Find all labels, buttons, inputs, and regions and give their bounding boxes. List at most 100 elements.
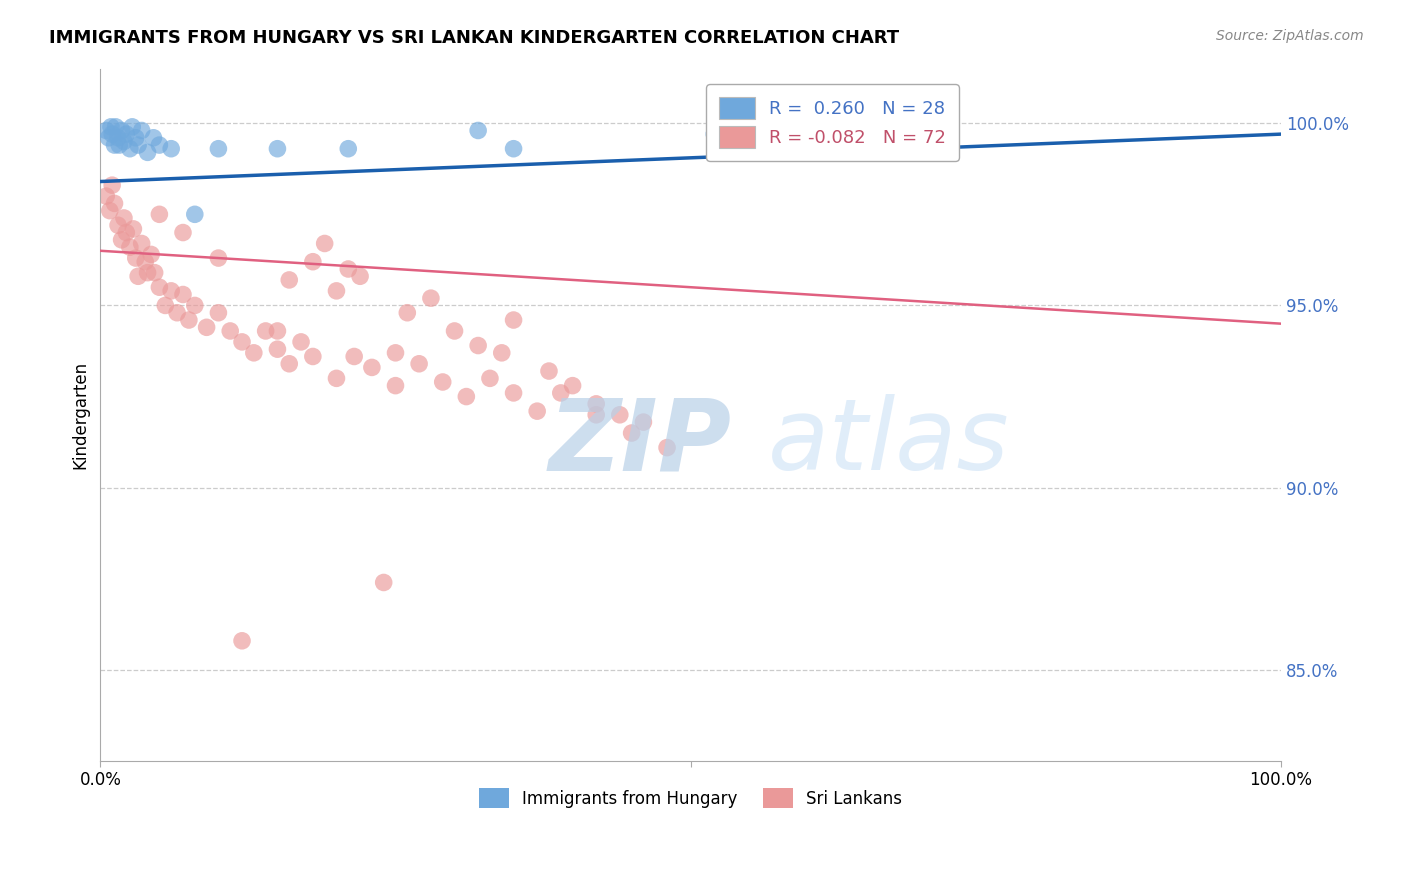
- Point: [243, 346, 266, 360]
- Point: [103, 196, 125, 211]
- Point: [337, 262, 360, 277]
- Point: [125, 130, 148, 145]
- Point: [131, 123, 153, 137]
- Point: [108, 138, 131, 153]
- Point: [101, 178, 124, 193]
- Point: [136, 266, 159, 280]
- Point: [143, 266, 166, 280]
- Point: [443, 324, 465, 338]
- Point: [160, 142, 183, 156]
- Point: [278, 273, 301, 287]
- Point: [110, 123, 132, 137]
- Point: [384, 378, 406, 392]
- Point: [100, 120, 122, 134]
- Point: [115, 226, 138, 240]
- Point: [148, 207, 170, 221]
- Point: [467, 338, 489, 352]
- Point: [231, 633, 253, 648]
- Text: IMMIGRANTS FROM HUNGARY VS SRI LANKAN KINDERGARTEN CORRELATION CHART: IMMIGRANTS FROM HUNGARY VS SRI LANKAN KI…: [49, 29, 900, 46]
- Point: [343, 350, 366, 364]
- Point: [112, 211, 135, 225]
- Point: [373, 575, 395, 590]
- Point: [98, 203, 121, 218]
- Text: ZIP: ZIP: [548, 394, 733, 491]
- Y-axis label: Kindergarten: Kindergarten: [72, 360, 89, 469]
- Point: [537, 364, 560, 378]
- Point: [115, 127, 138, 141]
- Point: [561, 378, 583, 392]
- Point: [408, 357, 430, 371]
- Point: [231, 334, 253, 349]
- Point: [207, 251, 229, 265]
- Point: [609, 408, 631, 422]
- Point: [139, 247, 162, 261]
- Point: [325, 284, 347, 298]
- Point: [110, 233, 132, 247]
- Point: [96, 123, 118, 137]
- Point: [502, 142, 524, 156]
- Point: [166, 306, 188, 320]
- Point: [314, 236, 336, 251]
- Point: [502, 386, 524, 401]
- Point: [254, 324, 277, 338]
- Point: [278, 357, 301, 371]
- Point: [207, 142, 229, 156]
- Point: [337, 142, 360, 156]
- Text: Source: ZipAtlas.com: Source: ZipAtlas.com: [1216, 29, 1364, 43]
- Point: [585, 408, 607, 422]
- Point: [97, 130, 120, 145]
- Point: [550, 386, 572, 401]
- Legend: Immigrants from Hungary, Sri Lankans: Immigrants from Hungary, Sri Lankans: [472, 781, 908, 815]
- Point: [266, 324, 288, 338]
- Point: [396, 306, 419, 320]
- Point: [184, 298, 207, 312]
- Point: [172, 287, 194, 301]
- Point: [349, 269, 371, 284]
- Point: [302, 350, 325, 364]
- Point: [142, 130, 165, 145]
- Point: [432, 375, 454, 389]
- Point: [177, 313, 200, 327]
- Point: [266, 142, 288, 156]
- Point: [184, 207, 207, 221]
- Point: [219, 324, 242, 338]
- Point: [107, 219, 129, 233]
- Point: [101, 127, 124, 141]
- Point: [467, 123, 489, 137]
- Point: [118, 142, 141, 156]
- Point: [302, 254, 325, 268]
- Point: [104, 120, 127, 134]
- Point: [172, 226, 194, 240]
- Point: [160, 284, 183, 298]
- Point: [127, 269, 149, 284]
- Point: [131, 236, 153, 251]
- Point: [491, 346, 513, 360]
- Point: [107, 130, 129, 145]
- Point: [195, 320, 218, 334]
- Point: [121, 120, 143, 134]
- Point: [633, 415, 655, 429]
- Point: [112, 135, 135, 149]
- Point: [134, 254, 156, 268]
- Point: [419, 291, 441, 305]
- Point: [856, 123, 879, 137]
- Point: [96, 189, 118, 203]
- Point: [361, 360, 384, 375]
- Point: [502, 313, 524, 327]
- Point: [127, 138, 149, 153]
- Point: [585, 397, 607, 411]
- Point: [148, 280, 170, 294]
- Point: [155, 298, 177, 312]
- Point: [290, 334, 312, 349]
- Point: [526, 404, 548, 418]
- Point: [703, 127, 725, 141]
- Point: [207, 306, 229, 320]
- Point: [620, 425, 643, 440]
- Point: [122, 222, 145, 236]
- Point: [103, 138, 125, 153]
- Point: [384, 346, 406, 360]
- Point: [148, 138, 170, 153]
- Point: [125, 251, 148, 265]
- Point: [655, 441, 678, 455]
- Point: [266, 342, 288, 356]
